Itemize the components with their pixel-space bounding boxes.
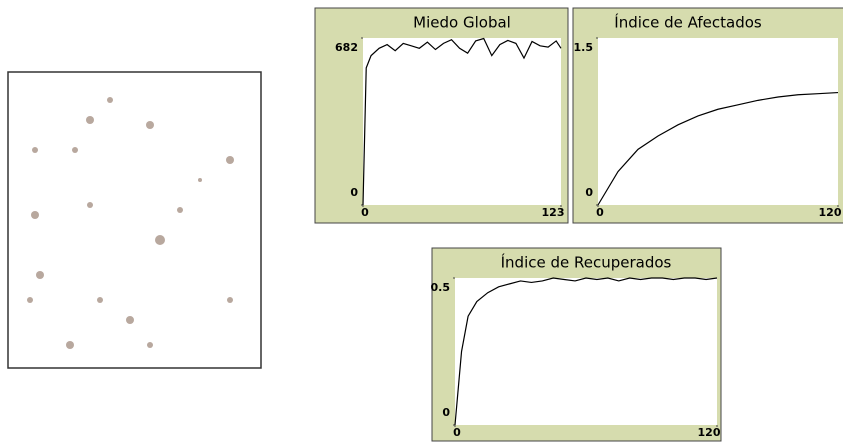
y-tick-label: 0: [442, 406, 450, 419]
plot-area: [598, 38, 838, 205]
x-tick-label: 123: [542, 206, 565, 219]
y-tick-label: 0.5: [431, 281, 451, 294]
plot-title: Miedo Global: [413, 14, 511, 32]
world-view: [7, 71, 262, 369]
y-tick-label: 0: [585, 186, 593, 199]
plot-area: [363, 38, 561, 205]
series-line: [454, 277, 718, 426]
y-tick-label: 682: [335, 41, 358, 54]
plot-title: Índice de Afectados: [614, 13, 762, 32]
x-tick-label: 120: [819, 206, 842, 219]
series-line: [597, 91, 839, 206]
x-tick-label: 0: [361, 206, 369, 219]
plot-area: [455, 278, 717, 425]
series-line: [362, 37, 562, 206]
plot-title: Índice de Recuperados: [501, 253, 672, 272]
y-tick-label: 0: [350, 186, 358, 199]
x-tick-label: 0: [453, 426, 461, 439]
x-tick-label: 0: [596, 206, 604, 219]
x-tick-label: 120: [698, 426, 721, 439]
y-tick-label: 1.5: [574, 41, 594, 54]
